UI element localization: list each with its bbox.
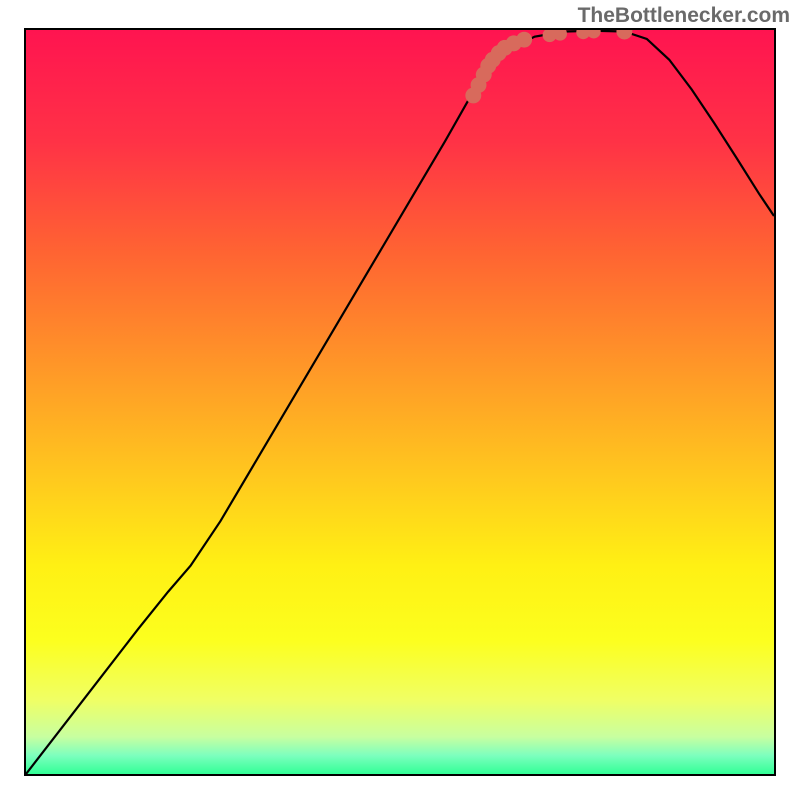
marker-tail-group: [465, 32, 532, 104]
curve-markers: [26, 30, 774, 774]
watermark-text: TheBottlenecker.com: [578, 4, 790, 28]
marker-dot: [616, 30, 632, 39]
chart-container: TheBottlenecker.com: [0, 0, 800, 800]
plot-area: [24, 28, 776, 776]
marker-dash-group: [543, 30, 601, 42]
